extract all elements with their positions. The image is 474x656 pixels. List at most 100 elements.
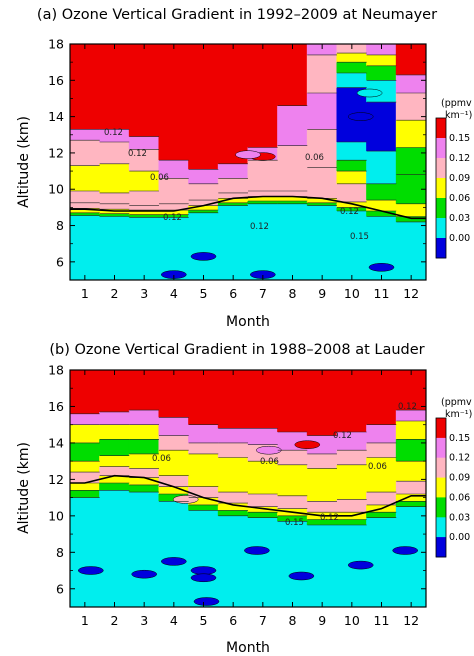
contour-label: 0.15 — [285, 518, 304, 528]
contour-label: 0.12 — [333, 431, 352, 441]
heat-spot — [356, 88, 383, 98]
heat-cell — [158, 214, 190, 218]
heat-cell — [188, 370, 219, 425]
heat-spot — [235, 150, 261, 159]
y-tick-label: 14 — [48, 435, 64, 450]
colorbar-segment — [436, 198, 446, 219]
heat-cell — [247, 506, 279, 513]
heat-cell — [277, 105, 308, 146]
x-tick-label: 7 — [259, 613, 267, 628]
heat-cell — [128, 439, 160, 454]
x-tick-label: 11 — [374, 613, 390, 628]
heat-cell — [336, 73, 368, 88]
heat-cell — [70, 461, 101, 473]
x-tick-label: 6 — [229, 613, 237, 628]
heat-spot — [256, 445, 282, 455]
colorbar-segment — [436, 517, 446, 538]
heat-cell — [99, 216, 130, 280]
heat-cell — [336, 142, 368, 161]
y-tick-label: 16 — [48, 73, 64, 88]
heat-cell — [366, 200, 397, 212]
colorbar-segment — [436, 218, 446, 239]
heat-cell — [306, 453, 338, 469]
heat-cell — [366, 424, 397, 443]
heat-cell — [128, 484, 160, 493]
heat-cell — [128, 453, 160, 469]
heat-cell — [277, 515, 308, 522]
heat-cell — [188, 453, 219, 487]
panel-a-contour-labels: 0.12 0.12 0.06 0.12 0.12 0.06 0.12 0.15 — [104, 128, 369, 242]
heat-cell — [395, 221, 426, 280]
heat-cell — [158, 160, 190, 179]
contour-label: 0.15 — [350, 232, 369, 242]
x-tick-label: 4 — [170, 286, 178, 301]
panel-a: (a) Ozone Vertical Gradient in 1992–2009… — [16, 7, 472, 330]
heat-cell — [277, 191, 308, 197]
colorbar-tick-label: 0.00 — [449, 532, 470, 543]
heat-cell — [70, 424, 101, 443]
heat-cell — [99, 44, 130, 130]
contour-label: 0.12 — [340, 207, 359, 217]
heat-spot — [347, 560, 374, 570]
contour-label: 0.06 — [150, 173, 169, 183]
heat-cell — [336, 464, 368, 500]
heat-cell — [99, 475, 130, 484]
x-tick-label: 4 — [170, 613, 178, 628]
x-tick-label: 3 — [140, 286, 148, 301]
heat-cell — [188, 212, 219, 280]
contour-label: 0.06 — [152, 454, 171, 464]
heat-cell — [217, 202, 249, 206]
heat-cell — [217, 428, 249, 443]
heat-cell — [188, 183, 219, 201]
heat-cell — [217, 370, 249, 429]
heat-cell — [70, 208, 101, 213]
heat-cell — [247, 44, 279, 148]
colorbar-segment — [436, 118, 446, 139]
contour-label: 0.06 — [260, 457, 279, 467]
heat-cell — [395, 506, 426, 607]
heat-cell — [395, 93, 426, 121]
heat-cell — [128, 424, 160, 440]
heat-spot — [392, 546, 418, 555]
heat-cell — [395, 203, 426, 217]
heat-cell — [395, 216, 426, 222]
heat-cell — [366, 512, 397, 518]
panel-a-contour-lines — [70, 52, 426, 223]
heat-cell — [188, 205, 219, 211]
heat-cell — [336, 171, 368, 184]
heat-cell — [99, 370, 130, 412]
heat-cell — [70, 165, 101, 192]
heat-cell — [336, 62, 368, 74]
colorbar-frame — [435, 117, 447, 259]
heat-cell — [336, 160, 368, 172]
colorbar-segment — [436, 158, 446, 179]
heat-cell — [70, 140, 101, 166]
heat-cell — [395, 501, 426, 507]
colorbar-tick-label: 0.09 — [449, 473, 470, 484]
y-tick-label: 8 — [56, 218, 64, 233]
heat-cell — [99, 455, 130, 467]
panel-b-plot-area — [70, 370, 426, 607]
heat-cell — [70, 191, 101, 203]
heat-spot — [368, 263, 395, 272]
heat-cell — [306, 435, 338, 454]
heat-cell — [188, 504, 219, 511]
panel-b-colorbar-unit-1: (ppmv — [441, 397, 472, 408]
heat-cell — [70, 442, 101, 462]
heat-cell — [247, 512, 279, 518]
colorbar-segment — [436, 457, 446, 478]
heat-spot — [190, 573, 217, 583]
panel-b-colorbar-unit-2: km⁻¹) — [445, 409, 472, 420]
heat-cell — [158, 203, 190, 211]
panel-a-colorbar: 0.15 0.12 0.09 0.06 0.03 0.00 — [435, 117, 470, 259]
panel-a-title: (a) Ozone Vertical Gradient in 1992–2009… — [37, 7, 437, 23]
heat-cell — [277, 521, 308, 607]
heat-cell — [277, 370, 308, 432]
heat-cell — [366, 151, 397, 184]
x-tick-label: 9 — [318, 286, 326, 301]
heat-cell — [366, 442, 397, 458]
x-tick-label: 10 — [344, 286, 360, 301]
heat-cell — [217, 457, 249, 493]
heat-cell — [306, 44, 338, 55]
